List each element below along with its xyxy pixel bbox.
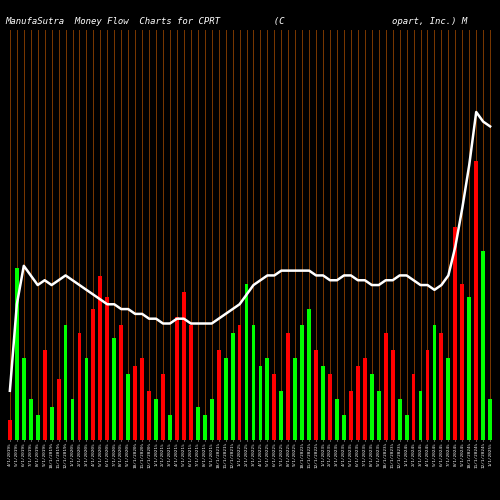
Bar — [168, 416, 172, 440]
Bar — [147, 391, 151, 440]
Bar — [50, 407, 54, 440]
Bar — [98, 276, 102, 440]
Bar — [314, 350, 318, 440]
Bar — [426, 350, 430, 440]
Bar — [370, 374, 374, 440]
Bar — [398, 399, 402, 440]
Bar — [43, 350, 46, 440]
Bar — [363, 358, 367, 440]
Bar — [440, 334, 444, 440]
Bar — [230, 334, 234, 440]
Bar — [36, 416, 40, 440]
Bar — [321, 366, 325, 440]
Bar — [266, 358, 270, 440]
Bar — [328, 374, 332, 440]
Bar — [418, 391, 422, 440]
Bar — [161, 374, 165, 440]
Bar — [474, 161, 478, 440]
Bar — [272, 374, 276, 440]
Bar — [154, 399, 158, 440]
Bar — [482, 252, 485, 440]
Bar — [29, 399, 32, 440]
Text: ManufaSutra  Money Flow  Charts for CPRT          (C                    opart, I: ManufaSutra Money Flow Charts for CPRT (… — [5, 18, 467, 26]
Bar — [294, 358, 297, 440]
Bar — [307, 309, 311, 440]
Bar — [189, 325, 193, 440]
Bar — [468, 296, 471, 440]
Bar — [203, 416, 206, 440]
Bar — [335, 399, 339, 440]
Bar — [64, 325, 68, 440]
Bar — [460, 284, 464, 440]
Bar — [404, 416, 408, 440]
Bar — [286, 334, 290, 440]
Bar — [133, 366, 137, 440]
Bar — [446, 358, 450, 440]
Bar — [238, 325, 242, 440]
Bar — [217, 350, 220, 440]
Bar — [92, 309, 96, 440]
Bar — [349, 391, 353, 440]
Bar — [432, 325, 436, 440]
Bar — [384, 334, 388, 440]
Bar — [210, 399, 214, 440]
Bar — [356, 366, 360, 440]
Bar — [196, 407, 200, 440]
Bar — [258, 366, 262, 440]
Bar — [70, 399, 74, 440]
Bar — [175, 317, 179, 440]
Bar — [280, 391, 283, 440]
Bar — [252, 325, 256, 440]
Bar — [224, 358, 228, 440]
Bar — [126, 374, 130, 440]
Bar — [300, 325, 304, 440]
Bar — [106, 296, 109, 440]
Bar — [488, 399, 492, 440]
Bar — [120, 325, 123, 440]
Bar — [342, 416, 346, 440]
Bar — [182, 292, 186, 440]
Bar — [22, 358, 26, 440]
Bar — [112, 338, 116, 440]
Bar — [412, 374, 416, 440]
Bar — [140, 358, 144, 440]
Bar — [244, 284, 248, 440]
Bar — [391, 350, 394, 440]
Bar — [56, 378, 60, 440]
Bar — [454, 227, 457, 440]
Bar — [377, 391, 380, 440]
Bar — [15, 268, 18, 440]
Bar — [84, 358, 88, 440]
Bar — [8, 420, 12, 440]
Bar — [78, 334, 82, 440]
